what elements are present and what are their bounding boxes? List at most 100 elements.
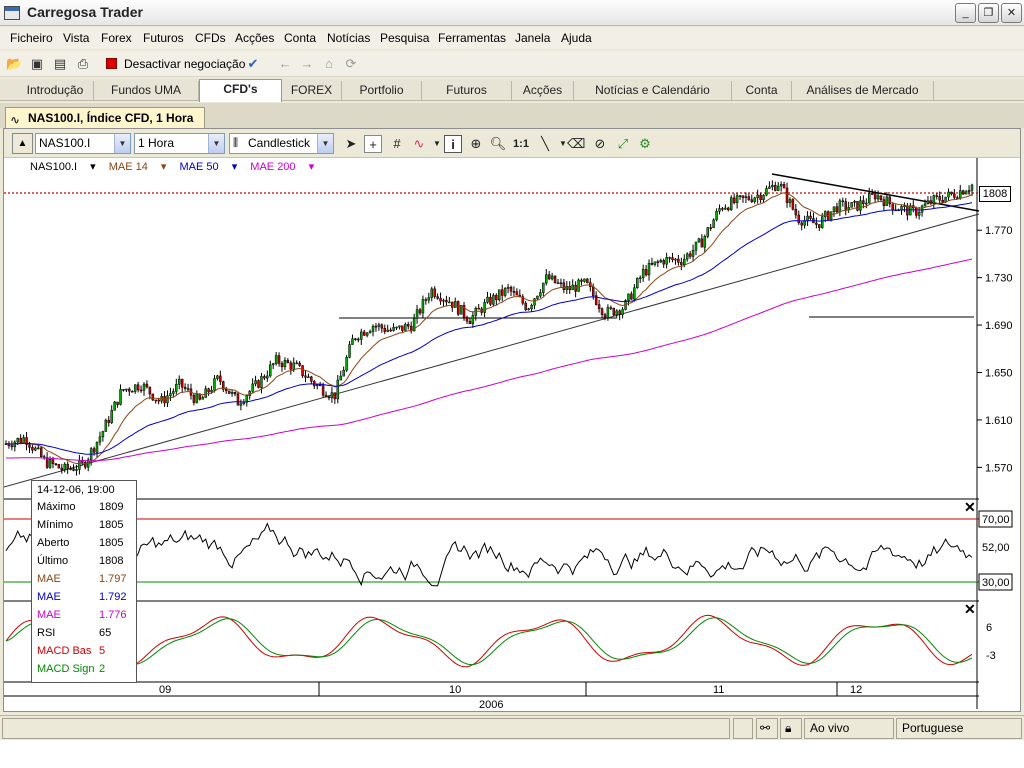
language-label[interactable]: Portuguese	[896, 718, 1022, 739]
tab-cfds[interactable]: CFD's	[199, 79, 282, 102]
indicator-icon[interactable]: ∿	[413, 136, 425, 151]
candle-body	[421, 299, 425, 314]
info-icon[interactable]: i	[444, 135, 462, 153]
candle-body	[636, 278, 639, 289]
candle-body	[771, 184, 774, 188]
print-icon[interactable]: ⎙	[77, 56, 89, 71]
candle-body	[386, 329, 389, 332]
menu-futuros[interactable]: Futuros	[143, 31, 184, 45]
candle-body	[186, 388, 190, 390]
menu-pesquisa[interactable]: Pesquisa	[380, 31, 430, 45]
symbol-select[interactable]: NAS100.I ▼	[35, 133, 131, 154]
minimize-button[interactable]: _	[955, 3, 976, 23]
menu-janela[interactable]: Janela	[515, 31, 551, 45]
candle-body	[119, 389, 122, 405]
price-chart[interactable]: 1.770 1.730 1.690 1.650 1.610 1.570 70,00 52,00…	[4, 129, 1020, 709]
candle-body	[803, 220, 806, 226]
check-icon[interactable]: ✔	[247, 56, 259, 71]
tab-accoes[interactable]: Acções	[512, 81, 574, 101]
grid-icon[interactable]: #	[393, 136, 401, 151]
candle-body	[909, 205, 912, 216]
chart-type-select[interactable]: ⫼ Candlestick ▼	[229, 133, 334, 154]
close-button[interactable]: ✕	[1001, 3, 1022, 23]
tab-noticias-calendario[interactable]: Notícias e Calendário	[574, 81, 732, 101]
tab-introducao[interactable]: Introdução	[17, 81, 94, 101]
legend-mae14[interactable]: MAE 14 ▾	[108, 161, 167, 173]
zoom-area-icon[interactable]: ⊕	[470, 136, 482, 151]
series-layer	[4, 180, 974, 668]
zoom-icon[interactable]: 🔍︎	[489, 136, 507, 151]
crosshair-icon[interactable]: +	[364, 135, 382, 153]
menu-noticias[interactable]: Notícias	[327, 31, 371, 45]
candle-body	[891, 203, 894, 211]
candle-body	[856, 201, 859, 211]
back-arrow-icon[interactable]: ←	[278, 56, 292, 71]
interval-select[interactable]: 1 Hora ▼	[134, 133, 225, 154]
save-all-icon[interactable]: ▤	[53, 56, 67, 71]
menu-cfds[interactable]: CFDs	[195, 31, 226, 45]
legend-symbol[interactable]: NAS100.I ▾	[30, 161, 96, 173]
candle-body	[603, 314, 607, 318]
expand-icon[interactable]: ⤢	[617, 136, 629, 151]
chart-document-tab[interactable]: ∿ NAS100.I, Índice CFD, 1 Hora	[5, 107, 205, 128]
candle-body	[829, 211, 833, 220]
collapse-toggle[interactable]: ▲	[12, 133, 33, 154]
close-macd-pane-icon[interactable]: ✕	[964, 601, 976, 617]
data-row-min: Mínimo 1805	[37, 519, 124, 531]
candle-body	[78, 460, 81, 470]
close-rsi-pane-icon[interactable]: ✕	[964, 499, 976, 515]
menu-accoes[interactable]: Acções	[235, 31, 275, 45]
candle-body	[671, 257, 674, 261]
save-icon[interactable]: ▣	[30, 56, 44, 71]
mode-label: Ao vivo	[804, 718, 894, 739]
pointer-icon[interactable]: ➤	[345, 136, 357, 151]
tab-forex[interactable]: FOREX	[282, 81, 342, 101]
open-folder-icon[interactable]: 📂	[6, 56, 23, 71]
candle-body	[850, 202, 853, 208]
menu-vista[interactable]: Vista	[63, 31, 90, 45]
home-icon[interactable]: ⌂	[325, 56, 333, 71]
chevron-down-icon[interactable]: ▼	[559, 139, 567, 148]
legend-mae200[interactable]: MAE 200 ▾	[250, 161, 315, 173]
menu-conta[interactable]: Conta	[284, 31, 317, 45]
chart-toolbar: ▲ NAS100.I ▼ 1 Hora ▼ ⫼ Candlestick ▼ ➤ …	[4, 129, 1020, 158]
candle-body	[216, 375, 219, 379]
tab-futuros[interactable]: Futuros	[422, 81, 512, 101]
candle-body	[318, 384, 322, 387]
connection-icon[interactable]: ⚯	[756, 718, 778, 739]
status-bar: ⚯ 🔒︎ Ao vivo Portuguese	[0, 715, 1024, 740]
candle-body	[430, 288, 433, 298]
delete-all-icon[interactable]: ⊘	[594, 136, 606, 151]
candle-body	[142, 383, 146, 391]
candle-body	[154, 399, 157, 402]
menu-ferramentas[interactable]: Ferramentas	[438, 31, 507, 45]
candle-body	[844, 201, 847, 210]
candle-body	[227, 390, 231, 394]
tab-fundos-uma[interactable]: Fundos UMA	[94, 81, 199, 101]
stop-trading-icon[interactable]	[106, 58, 117, 69]
menu-ficheiro[interactable]: Ficheiro	[10, 31, 53, 45]
candle-body	[656, 261, 660, 263]
trendline-icon[interactable]: ╲	[541, 136, 549, 151]
menu-ajuda[interactable]: Ajuda	[561, 31, 592, 45]
reset-zoom-icon[interactable]: 1:1	[513, 138, 529, 150]
forward-arrow-icon[interactable]: →	[300, 56, 314, 71]
lock-icon[interactable]: 🔒︎	[780, 718, 802, 739]
candle-body	[489, 296, 492, 305]
eraser-icon[interactable]: ⌫	[567, 136, 586, 151]
candle-body	[292, 362, 295, 370]
legend-mae50[interactable]: MAE 50 ▾	[179, 161, 238, 173]
candle-body	[797, 214, 801, 224]
tab-analises-mercado[interactable]: Análises de Mercado	[792, 81, 934, 101]
disable-trading-button[interactable]: Desactivar negociação	[124, 57, 246, 71]
refresh-icon[interactable]: ⟳	[345, 56, 357, 71]
tab-portfolio[interactable]: Portfolio	[342, 81, 422, 101]
candle-body	[101, 431, 105, 438]
chevron-down-icon[interactable]: ▼	[433, 139, 441, 148]
menu-forex[interactable]: Forex	[101, 31, 132, 45]
restore-button[interactable]: ❐	[978, 3, 999, 23]
candle-body	[351, 338, 354, 345]
tab-conta[interactable]: Conta	[732, 81, 792, 101]
candle-body	[7, 443, 11, 447]
settings-icon[interactable]: ⚙	[639, 136, 651, 151]
